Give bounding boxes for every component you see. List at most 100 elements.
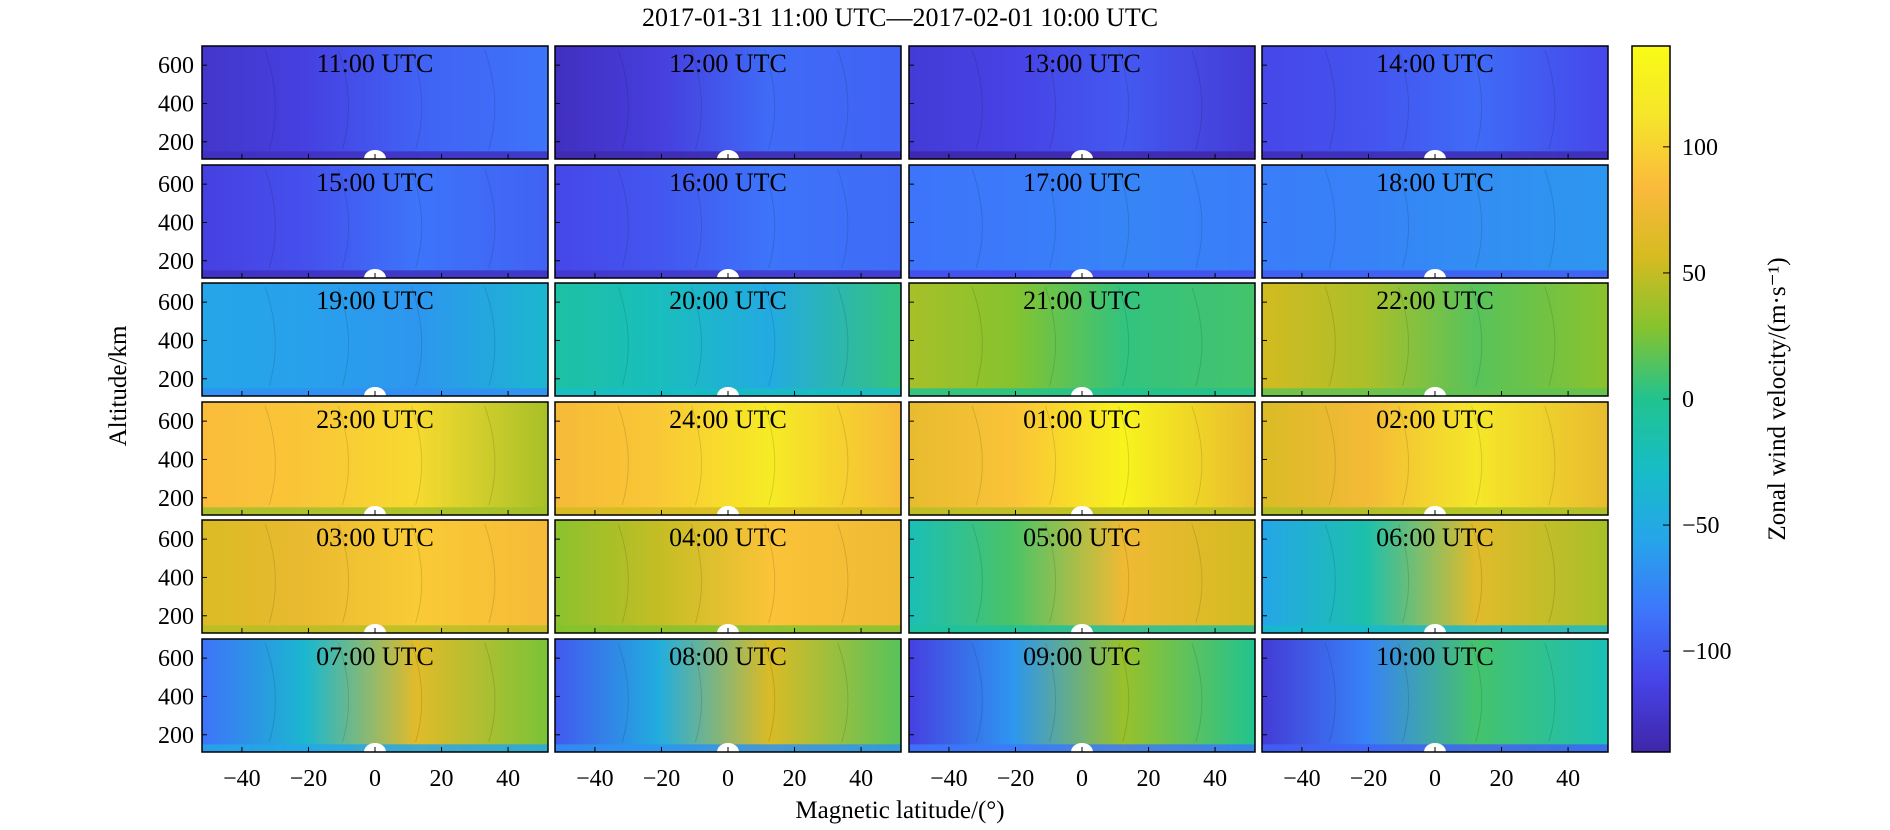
y-tick-label: 200 — [158, 604, 194, 630]
y-tick-label: 400 — [158, 210, 194, 236]
y-tick-label: 400 — [158, 328, 194, 354]
contour-line — [1324, 286, 1336, 387]
x-axis: −40 −20 0 20 40 −40 −20 0 20 40 −40 −20 0 20 40 −40 −20 0… — [223, 766, 1580, 792]
contour-line — [1118, 523, 1130, 624]
contour-line — [1044, 49, 1057, 150]
chart-title: 2017-01-31 11:00 UTC—2017-02-01 10:00 UT… — [642, 3, 1158, 32]
panel-field — [909, 46, 1255, 159]
x-axis-label: Magnetic latitude/(°) — [795, 797, 1004, 824]
x-tick-label: −20 — [643, 766, 681, 792]
panel-field — [909, 520, 1255, 633]
contour-line — [1544, 523, 1556, 624]
contour-line — [837, 49, 849, 150]
contour-line — [1544, 286, 1556, 387]
contour-line — [1397, 168, 1410, 269]
panel-field — [909, 283, 1255, 396]
contour-line — [1397, 405, 1410, 506]
x-tick-label: −40 — [223, 766, 261, 792]
contour-line — [1471, 49, 1483, 150]
panel: 23:00 UTC — [201, 401, 549, 516]
contour-line — [1118, 168, 1130, 269]
panel: 02:00 UTC — [1261, 401, 1609, 516]
contour-line — [1044, 405, 1057, 506]
panel: 03:00 UTC — [201, 519, 549, 634]
panel-field — [1262, 639, 1608, 752]
panel-label: 22:00 UTC — [1376, 286, 1494, 315]
panel: 11:00 UTC — [201, 45, 549, 160]
panel-label: 01:00 UTC — [1023, 405, 1141, 434]
y-tick-label: 400 — [158, 565, 194, 591]
contour-line — [411, 49, 423, 150]
contour-line — [837, 405, 849, 506]
x-tick-label: 40 — [1556, 766, 1580, 792]
contour-line — [1118, 49, 1130, 150]
panel: 01:00 UTC — [908, 401, 1256, 516]
panel-label: 19:00 UTC — [316, 286, 434, 315]
contour-line — [617, 523, 629, 624]
panel-label: 09:00 UTC — [1023, 642, 1141, 671]
y-tick-label: 600 — [158, 53, 194, 79]
contour-line — [690, 523, 703, 624]
panel-field — [555, 283, 901, 396]
x-tick-label: 40 — [496, 766, 520, 792]
panel-field — [1262, 46, 1608, 159]
y-tick-label: 600 — [158, 646, 194, 672]
contour-line — [484, 49, 496, 150]
panel-label: 15:00 UTC — [316, 168, 434, 197]
contour-line — [1324, 523, 1336, 624]
contour-line — [837, 168, 849, 269]
contour-line — [1044, 642, 1057, 743]
contour-line — [1397, 523, 1410, 624]
x-tick-label: −20 — [997, 766, 1035, 792]
contour-line — [971, 405, 983, 506]
panel-label: 17:00 UTC — [1023, 168, 1141, 197]
x-tick-label: 0 — [369, 766, 381, 792]
panel-label: 10:00 UTC — [1376, 642, 1494, 671]
contour-line — [617, 286, 629, 387]
contour-line — [484, 642, 496, 743]
contour-line — [411, 168, 423, 269]
x-tick-label: 0 — [722, 766, 734, 792]
panel-field — [202, 165, 548, 278]
contour-line — [1544, 49, 1556, 150]
x-tick-label: 20 — [1490, 766, 1514, 792]
panel: 12:00 UTC — [554, 45, 902, 160]
panel: 09:00 UTC — [908, 638, 1256, 753]
colorbar: 100 50 0 −50 −100 Zonal wind velocity/(m·s⁻¹) — [1631, 45, 1791, 753]
contour-line — [690, 286, 703, 387]
panel-grid: 11:00 UTC 12:00 UTC 13:00 UTC 14:00 UTC 15:0… — [201, 45, 1609, 753]
x-tick-label: −20 — [1350, 766, 1388, 792]
panel-field — [1262, 283, 1608, 396]
contour-line — [1324, 49, 1336, 150]
panel-label: 11:00 UTC — [317, 49, 434, 78]
y-tick-label: 200 — [158, 723, 194, 749]
panel: 10:00 UTC — [1261, 638, 1609, 753]
contour-line — [1471, 286, 1483, 387]
contour-line — [411, 405, 423, 506]
contour-line — [484, 405, 496, 506]
x-tick-label: 20 — [1137, 766, 1161, 792]
panel-label: 03:00 UTC — [316, 523, 434, 552]
y-tick-label: 600 — [158, 409, 194, 435]
y-tick-label: 400 — [158, 684, 194, 710]
x-tick-label: −40 — [576, 766, 614, 792]
panel-field — [202, 520, 548, 633]
contour-line — [1191, 405, 1203, 506]
panel-field — [1262, 402, 1608, 515]
panel-label: 12:00 UTC — [669, 49, 787, 78]
panel: 19:00 UTC — [201, 282, 549, 397]
contour-line — [1471, 168, 1483, 269]
y-tick-label: 600 — [158, 172, 194, 198]
contour-line — [971, 523, 983, 624]
contour-line — [1191, 642, 1203, 743]
contour-line — [337, 286, 350, 387]
contour-line — [971, 642, 983, 743]
panel: 15:00 UTC — [201, 164, 549, 279]
panel: 07:00 UTC — [201, 638, 549, 753]
contour-line — [764, 523, 776, 624]
contour-line — [1471, 642, 1483, 743]
x-tick-label: 20 — [430, 766, 454, 792]
panel: 04:00 UTC — [554, 519, 902, 634]
panel-field — [1262, 520, 1608, 633]
